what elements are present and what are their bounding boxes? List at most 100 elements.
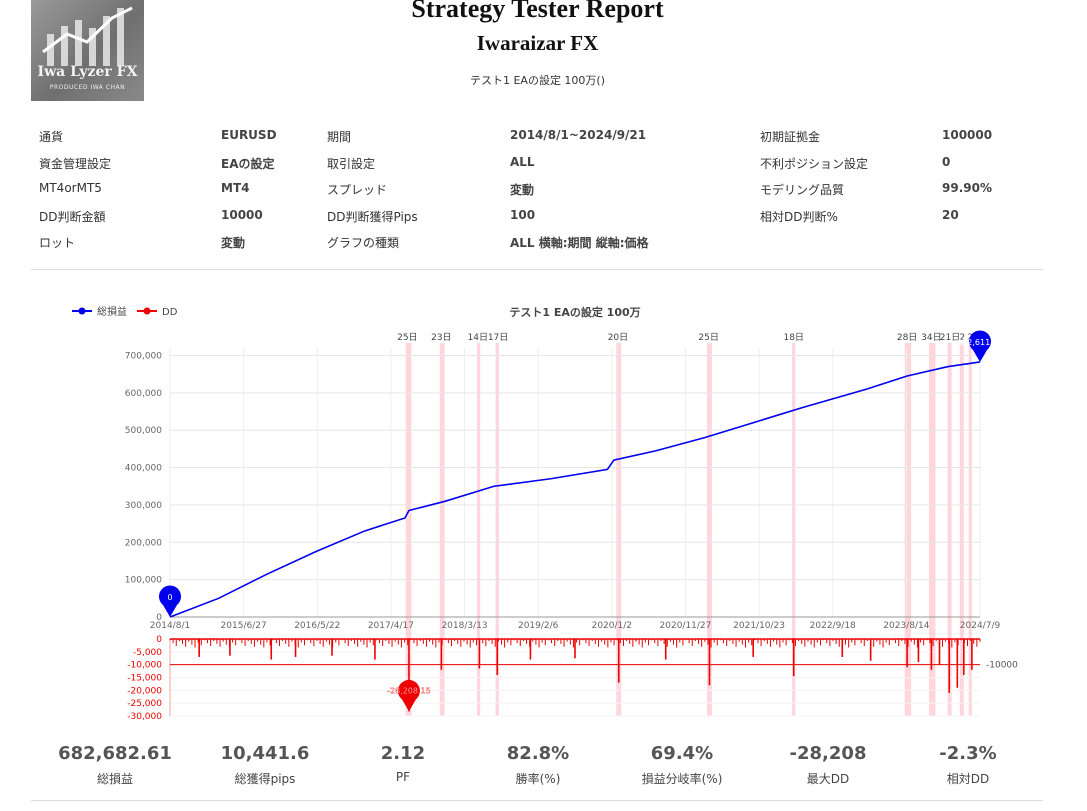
stat-label: 損益分岐率(%) — [641, 772, 723, 786]
x-tick-label: 2019/2/6 — [518, 621, 559, 631]
param-value: 99.90% — [942, 181, 992, 195]
param-row: 通貨 EURUSD 期間 2014/8/1~2024/9/21 初期証拠金 10… — [39, 128, 1039, 155]
x-tick-label: 2017/4/17 — [368, 621, 414, 631]
logo-text: Iwa Lyzer FX — [37, 64, 138, 80]
streak-label: 20日 — [608, 332, 628, 343]
param-key: 取引設定 — [327, 156, 376, 171]
param-key: 期間 — [327, 130, 352, 144]
parameters-table: 通貨 EURUSD 期間 2014/8/1~2024/9/21 初期証拠金 10… — [39, 128, 1039, 261]
drawdown-band — [792, 343, 796, 716]
stat-value: 82.8% — [506, 743, 570, 764]
dd-min-pin — [397, 679, 420, 712]
param-value: 20 — [942, 207, 959, 222]
stat-value: 69.4% — [650, 743, 714, 764]
stat-win-rate: 82.8% 勝率(%) — [473, 743, 603, 787]
stat-value: -2.3% — [939, 743, 997, 764]
param-key: 初期証拠金 — [760, 130, 821, 144]
stat-value: 682,682.61 — [58, 743, 172, 764]
y-tick-label: 200,000 — [125, 538, 162, 548]
drawdown-band — [928, 343, 936, 716]
stat-label: PF — [395, 770, 411, 784]
dd-y-tick-label: -10,000 — [127, 661, 162, 671]
param-row: ロット 変動 グラフの種類 ALL 横軸:期間 縦軸:価格 — [39, 234, 1039, 261]
y-tick-label: 400,000 — [125, 464, 162, 474]
x-tick-label: 2018/3/13 — [441, 621, 487, 631]
start-marker-label: 0 — [167, 593, 172, 602]
x-tick-label: 2023/8/14 — [883, 621, 929, 631]
y-tick-label: 600,000 — [125, 389, 162, 399]
report-subtitle: Iwaraizar FX — [476, 31, 599, 55]
x-tick-label: 2016/5/22 — [294, 621, 340, 631]
param-key: 不利ポジション設定 — [760, 156, 869, 171]
param-row: DD判断金額 10000 DD判断獲得Pips 100 相対DD判断% 20 — [39, 208, 1039, 235]
param-value: 変動 — [510, 183, 535, 197]
param-key: モデリング品質 — [760, 183, 845, 197]
divider — [31, 269, 1043, 270]
y-tick-label: 700,000 — [125, 351, 162, 361]
streak-label: 18日 — [783, 332, 803, 343]
param-value: ALL 横軸:期間 縦軸:価格 — [510, 236, 649, 250]
stat-value: -28,208 — [789, 743, 867, 764]
stat-value: 2.12 — [380, 743, 426, 764]
x-tick-label: 2014/8/1 — [150, 621, 190, 631]
param-key: 相対DD判断% — [760, 209, 838, 224]
legend-equity-label: 総損益 — [97, 305, 127, 318]
streak-label: 2 — [959, 333, 965, 343]
streak-label: 25日 — [698, 332, 718, 343]
chart-title: テスト1 EAの設定 100万 — [509, 305, 640, 319]
param-key: DD判断金額 — [39, 209, 106, 224]
param-key: グラフの種類 — [327, 236, 400, 250]
param-key: 通貨 — [39, 130, 64, 144]
x-tick-label: 2020/1/2 — [592, 621, 632, 631]
streak-label: 34日 — [921, 332, 941, 343]
param-value: EURUSD — [221, 128, 277, 142]
stat-label: 総獲得pips — [234, 772, 296, 786]
stat-value: 10,441.6 — [220, 743, 310, 764]
param-key: ロット — [39, 236, 76, 250]
end-marker-pin — [969, 330, 992, 362]
dd-threshold-label: -10000 — [986, 661, 1018, 671]
stat-total-pips: 10,441.6 総獲得pips — [200, 743, 330, 787]
x-tick-label: 2021/10/23 — [733, 621, 785, 631]
param-value: 変動 — [221, 236, 246, 250]
param-row: MT4orMT5 MT4 スプレッド 変動 モデリング品質 99.90% — [39, 181, 1039, 208]
stat-label: 勝率(%) — [515, 772, 561, 786]
y-tick-label: 0 — [156, 613, 162, 623]
dd-y-tick-label: -30,000 — [127, 712, 162, 722]
stat-breakeven-rate: 69.4% 損益分岐率(%) — [617, 743, 747, 787]
end-marker-label: 682,611.36 — [957, 338, 1003, 347]
drawdown-band — [405, 343, 412, 716]
streak-label: 25日 — [397, 332, 417, 343]
report-caption: テスト1 EAの設定 100万() — [469, 74, 606, 87]
param-value: EAの設定 — [221, 156, 275, 171]
param-value: 0 — [942, 154, 951, 169]
stat-pf: 2.12 PF — [338, 743, 468, 784]
param-value: MT4 — [221, 181, 250, 195]
x-tick-label: 2015/6/27 — [221, 621, 267, 631]
drawdown-band — [707, 343, 712, 716]
dd-y-tick-label: 0 — [156, 635, 162, 645]
param-value: 100 — [510, 207, 536, 222]
streak-label: 21日 — [940, 332, 960, 343]
drawdown-band — [904, 343, 912, 716]
x-tick-label: 2024/7/9 — [960, 621, 1001, 631]
streak-label: 23日 — [431, 332, 451, 343]
y-tick-label: 100,000 — [125, 576, 162, 586]
drawdown-band — [947, 343, 952, 716]
drawdown-band — [476, 343, 481, 716]
drawdown-band — [968, 343, 972, 716]
equity-dd-chart: 総損益 DD テスト1 EAの設定 100万 700,000 600,000 500,00… — [72, 305, 1018, 722]
param-value: 10000 — [221, 207, 263, 222]
x-tick-label: 2020/11/27 — [660, 621, 712, 631]
legend-dd-marker — [143, 307, 151, 315]
param-key: スプレッド — [327, 183, 388, 197]
report-title: Strategy Tester Report — [411, 0, 664, 23]
dd-y-tick-label: -15,000 — [127, 674, 162, 684]
start-marker-pin — [159, 585, 181, 617]
y-tick-label: 500,000 — [125, 426, 162, 436]
dd-y-tick-label: -5,000 — [133, 648, 162, 658]
x-tick-label: 2022/9/18 — [810, 621, 856, 631]
logo-subtext: PRODUCED IWA CHAN — [49, 84, 126, 91]
drawdown-band — [439, 343, 445, 716]
legend-equity-marker — [78, 307, 86, 315]
